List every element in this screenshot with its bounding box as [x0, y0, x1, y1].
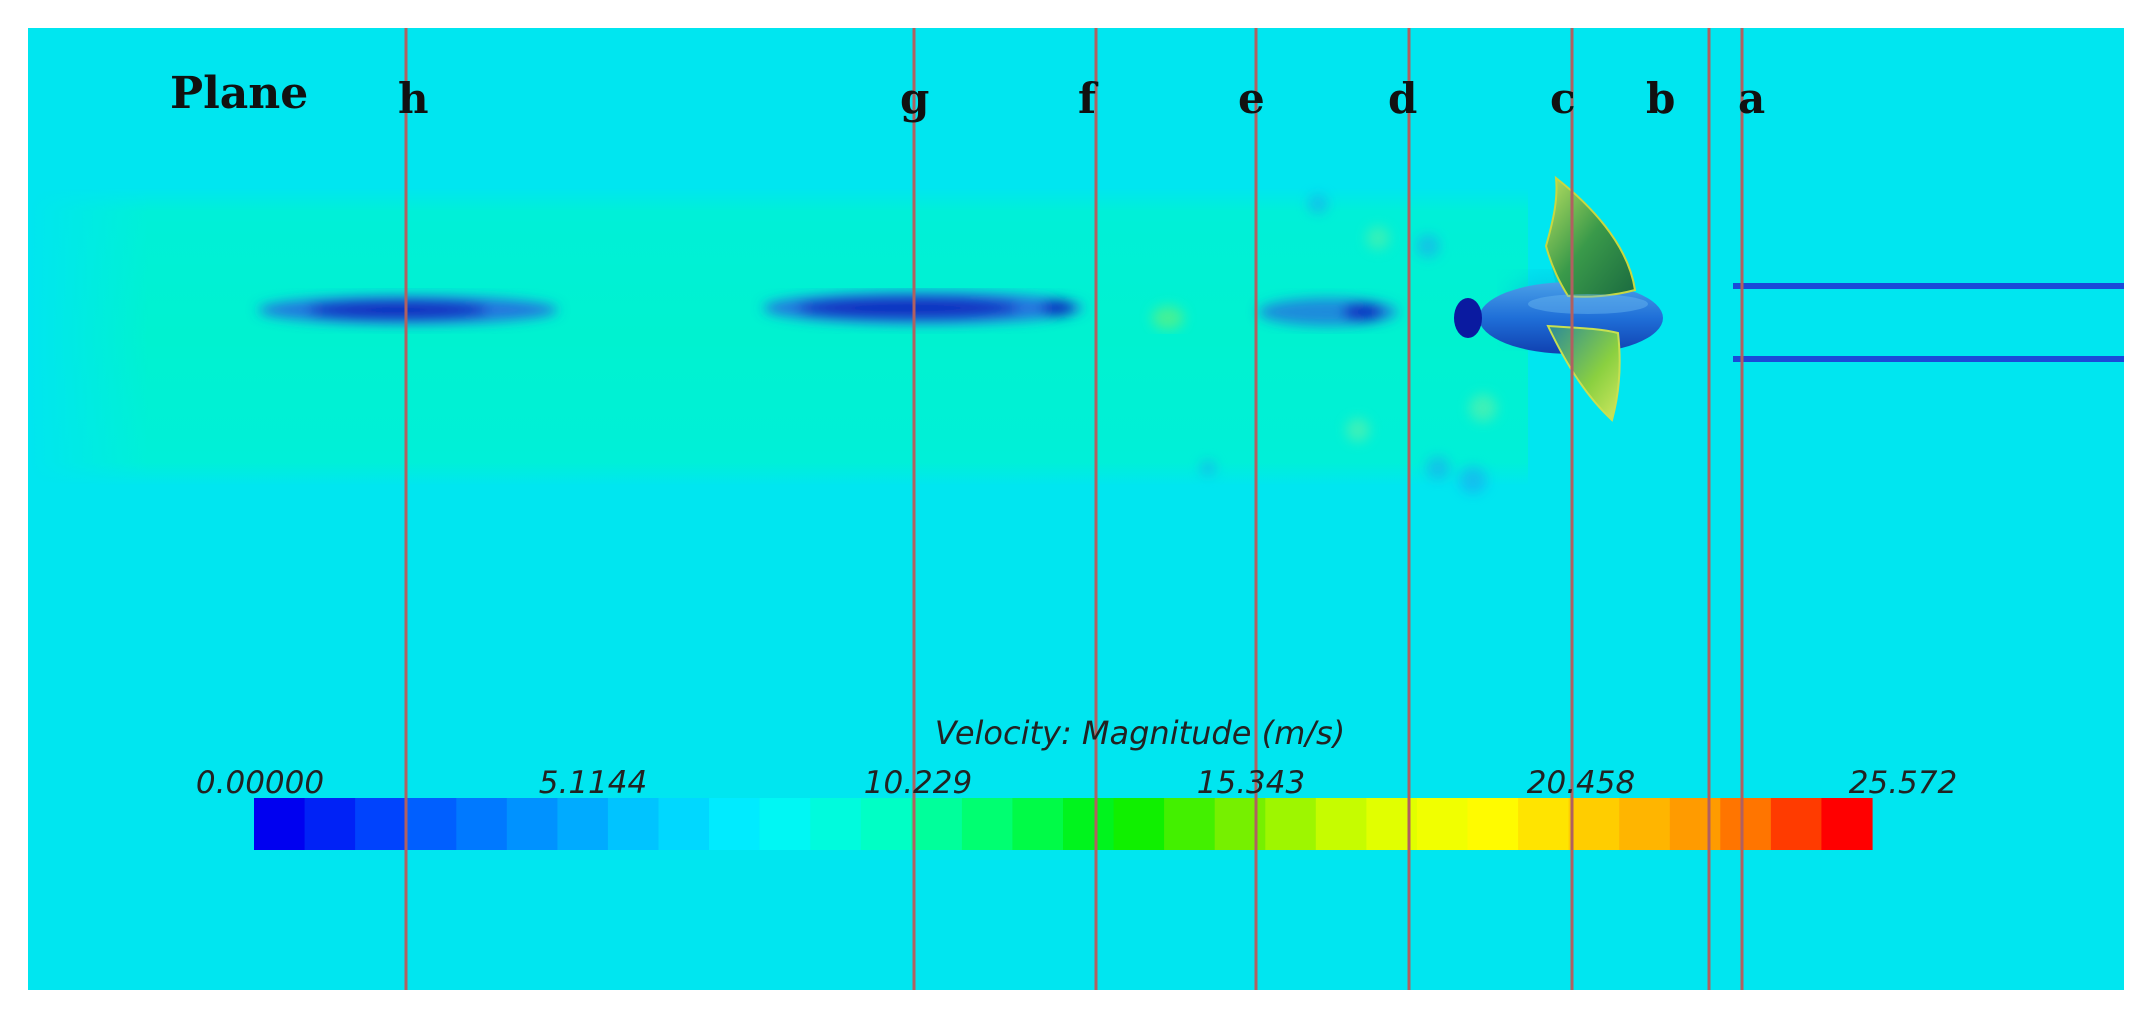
- wake-cores: [258, 292, 1398, 330]
- colorbar-title: Velocity: Magnitude (m/s): [934, 714, 1346, 752]
- plane-label-a: a: [1738, 74, 1766, 123]
- colorbar-tick-5: 25.572: [1848, 765, 1958, 801]
- colorbar-segment: [355, 798, 407, 850]
- colorbar-segment: [456, 798, 508, 850]
- colorbar-segment: [759, 798, 811, 850]
- tip-vortex-spots: [1200, 194, 1497, 494]
- colorbar-segment: [1770, 798, 1823, 850]
- colorbar-tick-4: 20.458: [1526, 765, 1636, 801]
- colorbar-tick-0: 0.00000: [195, 765, 325, 801]
- colorbar-tick-3: 15.343: [1196, 765, 1306, 801]
- colorbar-tick-2: 10.229: [863, 765, 973, 801]
- colorbar-segment: [1315, 798, 1367, 850]
- plane-label-e: e: [1238, 74, 1265, 123]
- colorbar-segment: [1568, 798, 1620, 850]
- colorbar-segment: [1265, 798, 1317, 850]
- colorbar-segment: [1518, 798, 1570, 850]
- colorbar-segment: [1720, 798, 1772, 850]
- colorbar-segment: [709, 798, 761, 850]
- plane-label-d: d: [1388, 74, 1418, 123]
- plane-label-g: g: [900, 74, 930, 123]
- colorbar-segment: [658, 798, 710, 850]
- colorbar: [254, 798, 1873, 850]
- plane-title: Plane: [170, 68, 309, 119]
- colorbar-segment: [405, 798, 457, 850]
- colorbar-segment: [1416, 798, 1469, 850]
- propeller-blade-lower: [1546, 324, 1621, 422]
- colorbar-segment: [911, 798, 963, 850]
- colorbar-segment: [1012, 798, 1064, 850]
- colorbar-segment: [1214, 798, 1266, 850]
- plane-label-h: h: [398, 74, 429, 123]
- colorbar-segment: [1821, 798, 1873, 850]
- colorbar-segment: [1063, 798, 1115, 850]
- colorbar-segment: [860, 798, 912, 850]
- plane-label-c: c: [1550, 74, 1576, 123]
- colorbar-segment: [557, 798, 609, 850]
- colorbar-tick-1: 5.1144: [538, 765, 648, 801]
- colorbar-segment: [961, 798, 1014, 850]
- colorbar-segment: [607, 798, 660, 850]
- propeller-blade-upper: [1544, 175, 1637, 298]
- colorbar-segment: [1164, 798, 1216, 850]
- colorbar-segment: [1113, 798, 1165, 850]
- colorbar-segment: [1669, 798, 1721, 850]
- cfd-velocity-figure: Plane h g f e d c b a Velocity: Magnitud…: [28, 28, 2124, 990]
- colorbar-segment: [506, 798, 558, 850]
- plane-label-f: f: [1078, 74, 1097, 123]
- plane-lines: [404, 28, 1744, 990]
- colorbar-segment: [254, 798, 306, 850]
- plane-label-b: b: [1646, 74, 1676, 123]
- colorbar-segment: [1467, 798, 1519, 850]
- colorbar-segment: [304, 798, 356, 850]
- colorbar-segment: [1619, 798, 1671, 850]
- velocity-contour-plot: [28, 28, 2124, 990]
- colorbar-segment: [810, 798, 862, 850]
